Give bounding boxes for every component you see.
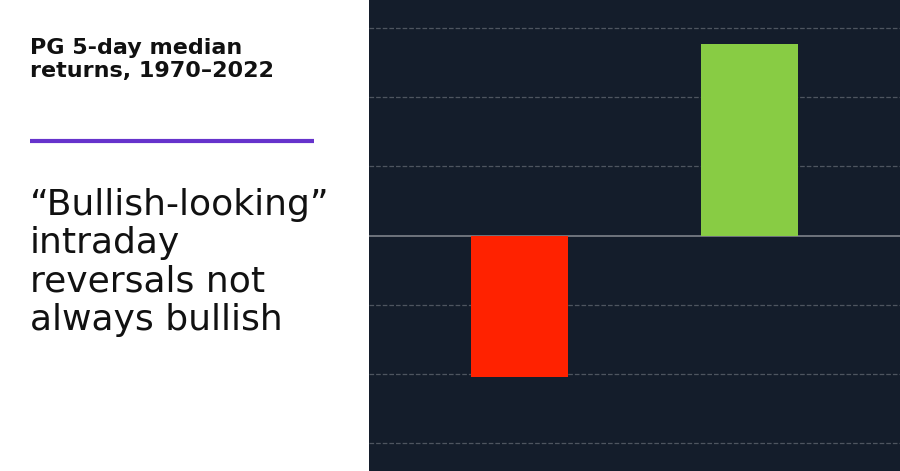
Bar — [701, 44, 798, 236]
Bar — [471, 236, 568, 377]
Text: PG 5-day median
returns, 1970–2022: PG 5-day median returns, 1970–2022 — [30, 38, 274, 81]
Text: “Bullish-looking”
intraday
reversals not
always bullish: “Bullish-looking” intraday reversals not… — [30, 188, 329, 337]
